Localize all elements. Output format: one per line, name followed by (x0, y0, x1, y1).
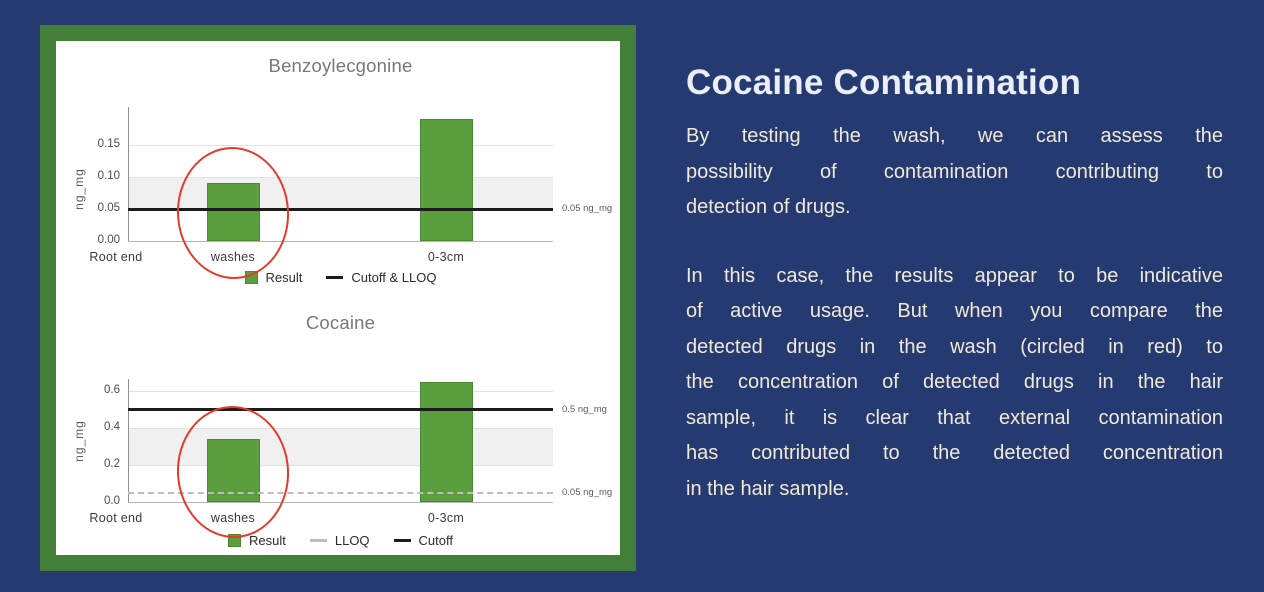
legend-label: Cutoff (418, 533, 453, 548)
y-tick-label: 0.10 (97, 170, 120, 182)
paragraph-line: sample, it is clear that external contam… (686, 406, 1223, 429)
cutoff-line (128, 408, 553, 411)
gridline (128, 177, 553, 178)
y-axis-label: ng_mg (72, 168, 86, 210)
y-tick-label: 0.05 (97, 202, 120, 214)
gridline (128, 391, 553, 392)
legend: Result LLOQ Cutoff (128, 533, 553, 548)
x-category-label: 0-3cm (427, 250, 465, 264)
bar (206, 183, 260, 241)
legend-item: Cutoff & LLOQ (326, 270, 436, 285)
paragraph: By testing the wash, we can assess the po… (686, 119, 1223, 226)
paragraph-line: detected drugs in the wash (circled in r… (686, 335, 1223, 358)
paragraph-line: In this case, the results appear to be i… (686, 264, 1223, 287)
y-tick-label: 0.00 (97, 234, 120, 246)
x-category-label: washes (210, 250, 256, 264)
y-tick-label: 0.6 (104, 384, 120, 396)
y-axis-label: ng_mg (72, 420, 86, 462)
gridline (128, 465, 553, 466)
article-title: Cocaine Contamination (686, 63, 1082, 102)
bar (419, 119, 473, 241)
bar (206, 439, 260, 502)
y-tick-label: 0.2 (104, 458, 120, 470)
x-category-label: washes (210, 511, 256, 525)
line-swatch-icon (393, 539, 411, 542)
chart-panel: Benzoylecgonine ng_mg 0.00 0.05 0.10 0.15 Root… (40, 25, 636, 571)
line-swatch-icon (326, 276, 344, 279)
legend-item: Result (228, 533, 286, 548)
reference-annotation: 0.05 ng_mg (562, 486, 613, 498)
charts-canvas: Benzoylecgonine ng_mg 0.00 0.05 0.10 0.15 Root… (56, 41, 620, 555)
paragraph-line: detection of drugs. (686, 196, 851, 218)
legend-item: Result (244, 270, 303, 285)
paragraph-line: of active usage. But when you compare th… (686, 300, 1223, 322)
line-swatch-icon (309, 539, 327, 542)
bar (419, 381, 473, 502)
paragraph-line: By testing the wash, we can assess the (686, 125, 1223, 147)
paragraph-line: the concentration of detected drugs in t… (686, 371, 1223, 393)
y-tick-label: 0.4 (104, 421, 120, 433)
paragraph: In this case, the results appear to be i… (686, 259, 1223, 508)
y-axis-line (128, 379, 129, 502)
cutoff-line (128, 207, 553, 211)
shaded-band (128, 428, 553, 465)
x-axis-line (128, 241, 553, 242)
paragraph-line: possibility of contamination contributin… (686, 160, 1223, 183)
chart-title: Cocaine (305, 312, 376, 333)
y-axis-line (128, 107, 129, 241)
x-category-label: Root end (89, 511, 143, 525)
x-category-label: Root end (89, 250, 143, 264)
legend-label: Cutoff & LLOQ (351, 270, 437, 285)
legend-item: LLOQ (309, 533, 370, 548)
y-tick-label: 0.15 (97, 138, 120, 150)
article: Cocaine Contamination By testing the was… (686, 63, 1223, 507)
reference-annotation: 0.05 ng_mg (562, 203, 613, 214)
reference-annotation: 0.5 ng_mg (562, 403, 607, 415)
x-axis-line (128, 502, 553, 503)
y-tick-label: 0.0 (104, 495, 120, 507)
legend-label: Result (249, 533, 286, 548)
x-category-label: 0-3cm (427, 511, 465, 525)
legend-label: Result (265, 270, 303, 285)
shaded-band (128, 177, 553, 209)
result-swatch-icon (228, 534, 241, 547)
gridline (128, 145, 553, 146)
legend: Result Cutoff & LLOQ (128, 270, 553, 285)
lloq-line (128, 491, 553, 494)
paragraph-line: in the hair sample. (686, 477, 850, 500)
chart-title: Benzoylecgonine (268, 55, 413, 76)
legend-item: Cutoff (393, 533, 453, 548)
result-swatch-icon (244, 271, 258, 284)
article-body: By testing the wash, we can assess the po… (686, 119, 1223, 507)
paragraph-line: has contributed to the detected concentr… (686, 442, 1223, 464)
legend-label: LLOQ (334, 533, 370, 548)
gridline (128, 428, 553, 429)
